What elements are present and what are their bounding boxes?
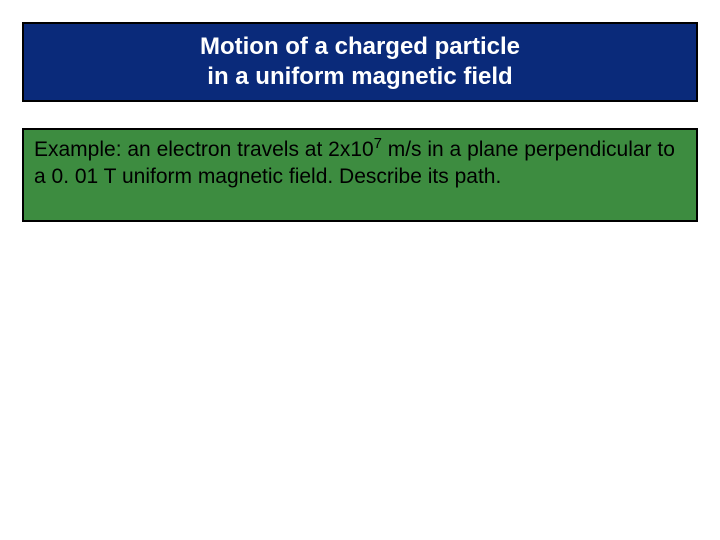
example-text-before: an electron travels at 2x10 — [122, 138, 374, 161]
title-banner: Motion of a charged particle in a unifor… — [22, 22, 698, 102]
title-text: Motion of a charged particle in a unifor… — [200, 32, 520, 92]
title-line-2: in a uniform magnetic field — [207, 63, 512, 90]
example-box: Example: an electron travels at 2x107 m/… — [22, 128, 698, 222]
slide: Motion of a charged particle in a unifor… — [0, 0, 720, 540]
title-line-1: Motion of a charged particle — [200, 33, 520, 60]
example-exponent: 7 — [374, 136, 382, 152]
example-text: Example: an electron travels at 2x107 m/… — [34, 138, 675, 188]
example-prefix: Example: — [34, 138, 122, 161]
